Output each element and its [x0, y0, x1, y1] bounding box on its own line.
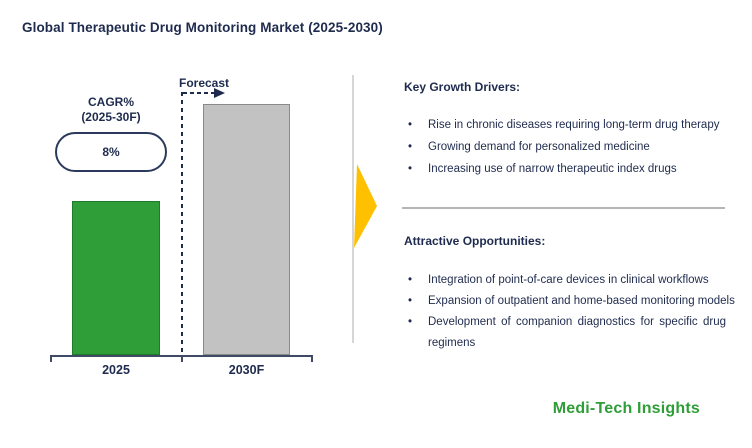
list-item: • Growing demand for personalized medici…: [404, 136, 738, 158]
list-item-text: Development of companion diagnostics for…: [428, 316, 726, 349]
bullet-icon: •: [408, 316, 413, 328]
list-item: • Rise in chronic diseases requiring lon…: [404, 114, 738, 136]
x-label-2025: 2025: [102, 363, 130, 377]
bullet-icon: •: [408, 119, 413, 131]
forecast-label: Forecast: [179, 76, 230, 90]
forecast-dashed-divider: [181, 92, 183, 355]
axis-tick: [50, 355, 52, 362]
list-item-text: Rise in chronic diseases requiring long-…: [428, 119, 720, 131]
drivers-list: • Rise in chronic diseases requiring lon…: [404, 114, 738, 180]
vertical-divider: [352, 75, 354, 343]
horizontal-divider: [402, 207, 725, 209]
bullet-icon: •: [408, 163, 413, 175]
bar-2030f: [203, 104, 290, 355]
bar-2025: [72, 201, 160, 355]
forecast-arrow-icon: [214, 88, 225, 98]
list-item-text: Increasing use of narrow therapeutic ind…: [428, 163, 677, 175]
page-title: Global Therapeutic Drug Monitoring Marke…: [22, 20, 383, 35]
list-item: • Development of companion diagnostics f…: [404, 312, 726, 354]
cagr-label-line1: CAGR%: [87, 95, 134, 109]
cagr-label: CAGR% (2025-30F): [50, 95, 172, 125]
bullet-icon: •: [408, 141, 413, 153]
list-item: • Expansion of outpatient and home-based…: [404, 291, 735, 312]
opportunities-heading: Attractive Opportunities:: [404, 234, 546, 248]
list-item: • Integration of point-of-care devices i…: [404, 270, 726, 291]
cagr-value: 8%: [102, 145, 120, 159]
cagr-label-line2: (2025-30F): [81, 110, 141, 124]
x-label-2030f: 2030F: [228, 363, 265, 377]
list-item-text: Expansion of outpatient and home-based m…: [428, 295, 735, 307]
list-item-text: Growing demand for personalized medicine: [428, 141, 650, 153]
bullet-icon: •: [408, 274, 413, 286]
axis-tick: [311, 355, 313, 362]
gold-arrow-icon: [354, 164, 377, 248]
opportunities-list: • Integration of point-of-care devices i…: [404, 270, 735, 354]
bullet-icon: •: [408, 295, 413, 307]
list-item: • Increasing use of narrow therapeutic i…: [404, 158, 738, 180]
drivers-heading: Key Growth Drivers:: [404, 80, 521, 94]
forecast-arrow-line: [183, 92, 215, 94]
axis-tick: [181, 355, 183, 362]
medi-tech-insights-logo: Medi-Tech Insights: [552, 400, 700, 417]
list-item-text: Integration of point-of-care devices in …: [428, 274, 709, 286]
cagr-value-pill: 8%: [55, 132, 167, 172]
